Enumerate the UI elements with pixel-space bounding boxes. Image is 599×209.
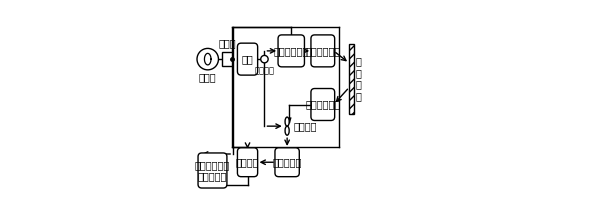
- FancyBboxPatch shape: [275, 148, 300, 177]
- FancyBboxPatch shape: [237, 43, 258, 75]
- FancyBboxPatch shape: [278, 35, 304, 67]
- Text: 双边带调制器: 双边带调制器: [274, 46, 309, 56]
- Text: 光分束器: 光分束器: [255, 66, 274, 75]
- Ellipse shape: [285, 117, 289, 126]
- Text: 频率测量与数
据处理模块: 频率测量与数 据处理模块: [195, 160, 230, 181]
- Bar: [349, 44, 354, 114]
- Circle shape: [261, 55, 268, 63]
- Text: 电混频器: 电混频器: [236, 157, 259, 167]
- Circle shape: [197, 48, 219, 70]
- Text: 光源: 光源: [241, 54, 253, 64]
- Text: 激光接收模块: 激光接收模块: [305, 99, 340, 110]
- Text: 光合束器: 光合束器: [294, 121, 317, 131]
- Text: 功分器: 功分器: [218, 38, 236, 48]
- Text: 待
测
物
体: 待 测 物 体: [356, 56, 361, 101]
- Bar: [222, 52, 232, 66]
- FancyBboxPatch shape: [198, 153, 227, 188]
- Ellipse shape: [285, 126, 289, 135]
- FancyBboxPatch shape: [311, 89, 335, 120]
- Text: 微波源: 微波源: [199, 73, 217, 83]
- FancyBboxPatch shape: [311, 35, 335, 67]
- Text: 激光发射模块: 激光发射模块: [305, 46, 340, 56]
- Text: 光电探测器: 光电探测器: [273, 157, 302, 167]
- FancyBboxPatch shape: [237, 148, 258, 177]
